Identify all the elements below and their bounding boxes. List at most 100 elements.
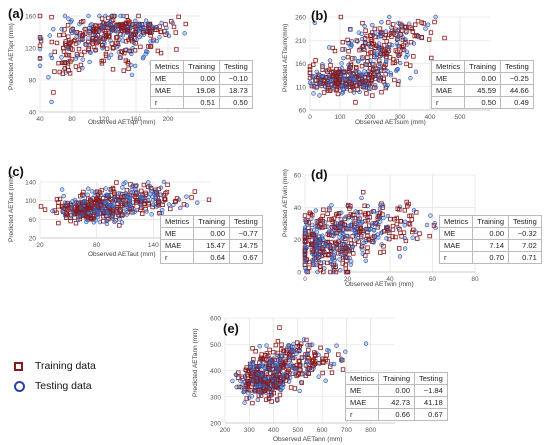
training-point	[74, 30, 80, 35]
training-point	[76, 46, 82, 52]
training-point	[263, 397, 269, 402]
testing-point	[416, 34, 421, 40]
training-point	[335, 213, 341, 219]
testing-point	[301, 337, 307, 342]
testing-point	[153, 194, 158, 200]
testing-point	[37, 63, 43, 68]
testing-point	[339, 91, 345, 96]
training-point	[236, 384, 242, 390]
training-point	[348, 65, 353, 70]
training-point	[146, 200, 152, 206]
testing-point	[357, 89, 362, 95]
testing-point	[118, 55, 123, 61]
testing-point	[403, 219, 408, 224]
testing-point	[331, 233, 336, 239]
testing-point	[134, 207, 139, 213]
testing-point	[358, 236, 364, 241]
testing-point	[304, 269, 309, 275]
testing-point	[325, 243, 330, 249]
training-point	[243, 367, 249, 373]
testing-point	[366, 68, 371, 73]
testing-point	[120, 185, 125, 190]
training-point	[398, 218, 403, 224]
training-point	[325, 253, 331, 258]
testing-point	[341, 55, 346, 61]
x-axis-label: Observed AETaut (mm)	[88, 251, 156, 258]
testing-point	[311, 73, 316, 79]
training-point	[327, 364, 333, 369]
training-point	[387, 42, 392, 47]
testing-point	[85, 192, 90, 197]
training-point	[257, 376, 263, 381]
testing-header: Testing	[414, 372, 448, 385]
legend-training: Training data	[14, 360, 96, 372]
training-value: 0.51	[183, 96, 220, 109]
training-point	[133, 41, 138, 46]
training-point	[65, 207, 71, 213]
testing-point	[37, 36, 43, 41]
x-tick-label: 500	[455, 114, 466, 121]
testing-point	[425, 22, 431, 27]
testing-point	[108, 38, 113, 43]
training-point	[407, 222, 413, 227]
testing-point	[396, 78, 402, 84]
training-point	[329, 217, 334, 222]
testing-point	[242, 400, 247, 405]
training-point	[298, 367, 303, 373]
testing-point	[388, 73, 394, 78]
testing-value: −0.32	[508, 227, 542, 240]
training-point	[235, 375, 241, 380]
training-point	[115, 23, 120, 28]
training-point	[346, 202, 351, 208]
testing-point	[327, 58, 333, 63]
training-point	[318, 345, 323, 351]
testing-point	[88, 50, 93, 55]
y-tick-label: 210	[295, 38, 306, 45]
training-point	[374, 43, 379, 49]
training-point	[325, 86, 331, 91]
training-point	[334, 245, 340, 250]
testing-point	[325, 347, 330, 353]
x-tick-label: 100	[335, 114, 346, 121]
training-point	[390, 234, 395, 239]
testing-value: 0.49	[500, 96, 534, 109]
training-point	[73, 41, 79, 46]
testing-value: 0.67	[229, 251, 263, 264]
training-point	[127, 48, 133, 54]
testing-point	[255, 397, 261, 402]
testing-value: 14.75	[229, 239, 263, 252]
training-point	[112, 191, 117, 197]
testing-point	[120, 33, 125, 38]
testing-point	[271, 363, 276, 368]
training-point	[285, 369, 291, 374]
testing-point	[104, 218, 109, 224]
training-point	[382, 229, 387, 234]
training-point	[350, 56, 355, 61]
training-point	[313, 78, 318, 83]
testing-point	[151, 197, 156, 203]
training-point	[73, 220, 79, 226]
panel-label: (d)	[311, 167, 328, 182]
training-point	[259, 355, 264, 361]
x-tick-label: 600	[317, 427, 328, 434]
training-point	[325, 239, 330, 245]
training-point	[250, 400, 255, 406]
testing-point	[234, 384, 239, 390]
testing-header: Testing	[508, 215, 542, 228]
testing-point	[349, 73, 355, 78]
panel-label: (a)	[8, 6, 24, 21]
training-point	[322, 224, 328, 229]
testing-point	[157, 34, 162, 40]
testing-point	[182, 31, 187, 36]
training-point	[51, 90, 56, 95]
testing-point	[70, 26, 75, 31]
training-point	[318, 217, 324, 222]
training-point	[318, 264, 323, 270]
training-point	[171, 24, 177, 30]
metrics-table: Metrics Training Testing ME 0.00 −0.25 MAE 45…	[430, 60, 534, 109]
training-point	[325, 211, 330, 216]
testing-point	[319, 73, 325, 79]
metric-name: ME	[430, 72, 466, 85]
testing-point	[242, 374, 248, 379]
training-point	[373, 221, 378, 226]
